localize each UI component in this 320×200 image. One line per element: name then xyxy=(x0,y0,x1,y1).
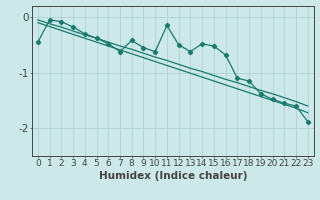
X-axis label: Humidex (Indice chaleur): Humidex (Indice chaleur) xyxy=(99,171,247,181)
